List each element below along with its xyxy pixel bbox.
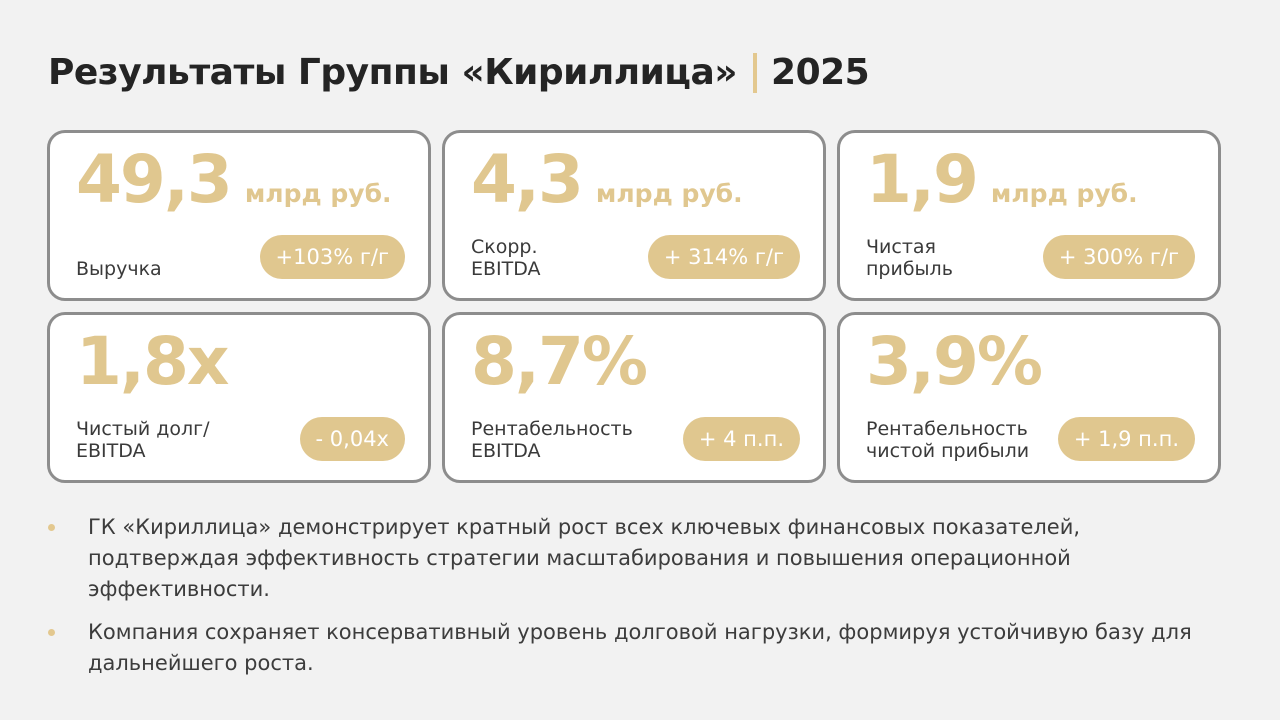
metric-label: Чистая прибыль (866, 236, 953, 280)
metric-label: Выручка (76, 258, 162, 280)
metric-value: 3,9% (866, 323, 1043, 400)
bullet-item: ГК «Кириллица» демонстрирует кратный рос… (48, 512, 1228, 605)
metric-label: Рентабельность EBITDA (471, 418, 633, 462)
title-text: Результаты Группы «Кириллица» (48, 52, 738, 93)
metric-change-badge: +103% г/г (259, 235, 405, 279)
metric-label: Скорр. EBITDA (471, 236, 541, 280)
metric-value: 1,9 (866, 141, 979, 218)
summary-bullets: ГК «Кириллица» демонстрирует кратный рос… (48, 512, 1228, 691)
metric-value-row: 1,9 млрд руб. (866, 147, 1138, 213)
metrics-grid: 49,3 млрд руб. Выручка +103% г/г 4,3 млр… (47, 130, 1221, 483)
metric-change-badge: + 1,9 п.п. (1057, 417, 1195, 461)
metric-value-row: 8,7% (471, 323, 648, 400)
slide-title: Результаты Группы «Кириллица» 2025 (48, 52, 870, 93)
bullet-dot-icon (48, 524, 55, 531)
bullet-item: Компания сохраняет консервативный уровен… (48, 617, 1228, 679)
metric-value-row: 3,9% (866, 323, 1043, 400)
title-year: 2025 (771, 52, 870, 93)
metric-card-ebitda-margin: 8,7% Рентабельность EBITDA + 4 п.п. (442, 312, 826, 483)
metric-unit: млрд руб. (244, 179, 392, 208)
bullet-dot-icon (48, 629, 55, 636)
metric-change-badge: - 0,04x (299, 417, 405, 461)
metric-card-adj-ebitda: 4,3 млрд руб. Скорр. EBITDA + 314% г/г (442, 130, 826, 301)
metric-value-row: 1,8x (76, 323, 229, 400)
metric-card-net-debt-ebitda: 1,8x Чистый долг/ EBITDA - 0,04x (47, 312, 431, 483)
metric-card-net-margin: 3,9% Рентабельность чистой прибыли + 1,9… (837, 312, 1221, 483)
metric-value: 1,8x (76, 323, 229, 400)
metric-unit: млрд руб. (595, 179, 743, 208)
metric-label: Рентабельность чистой прибыли (866, 418, 1030, 462)
metric-label: Чистый долг/ EBITDA (76, 418, 210, 462)
metric-card-revenue: 49,3 млрд руб. Выручка +103% г/г (47, 130, 431, 301)
metric-change-badge: + 300% г/г (1042, 235, 1195, 279)
metric-unit: млрд руб. (990, 179, 1138, 208)
metric-value-row: 4,3 млрд руб. (471, 147, 743, 213)
metric-change-badge: + 4 п.п. (682, 417, 800, 461)
metric-change-badge: + 314% г/г (647, 235, 800, 279)
metric-value: 8,7% (471, 323, 648, 400)
bullet-text: ГК «Кириллица» демонстрирует кратный рос… (88, 515, 1081, 601)
metric-value: 49,3 (76, 141, 233, 218)
metric-value-row: 49,3 млрд руб. (76, 147, 392, 213)
metric-card-net-profit: 1,9 млрд руб. Чистая прибыль + 300% г/г (837, 130, 1221, 301)
bullet-text: Компания сохраняет консервативный уровен… (88, 620, 1192, 675)
title-divider (753, 52, 758, 93)
metric-value: 4,3 (471, 141, 584, 218)
